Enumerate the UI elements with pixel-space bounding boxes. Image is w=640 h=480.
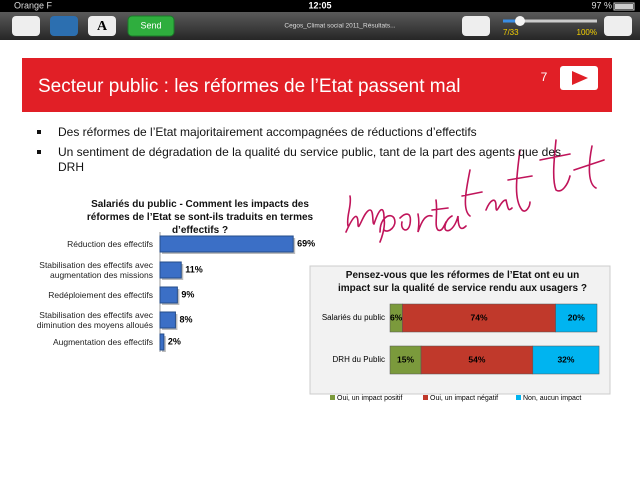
slider-knob[interactable] bbox=[515, 16, 525, 26]
bar bbox=[159, 333, 165, 351]
value-label: 6% bbox=[390, 312, 403, 322]
value-label: 8% bbox=[179, 314, 192, 324]
legend-swatch bbox=[516, 395, 521, 400]
category-label: Salariés du public bbox=[322, 313, 385, 322]
file-name: Cegos_Climat social 2011_Résultats... bbox=[284, 23, 395, 30]
legend-label: Non, aucun impact bbox=[523, 395, 581, 402]
play-icon bbox=[572, 71, 588, 85]
category-label: DRH du Public bbox=[333, 355, 385, 364]
chart-title: Pensez-vous que les réformes de l’Etat o… bbox=[338, 270, 587, 294]
pen-button[interactable] bbox=[50, 16, 78, 36]
battery-level bbox=[615, 4, 633, 9]
bullet-text: Un sentiment de dégradation de la qualit… bbox=[58, 145, 561, 174]
legend-label: Oui, un impact négatif bbox=[430, 395, 498, 402]
category-label: Augmentation des effectifs bbox=[52, 337, 153, 347]
pages-button[interactable] bbox=[12, 16, 40, 36]
title-bar bbox=[22, 58, 612, 112]
legend-swatch bbox=[423, 395, 428, 400]
zoom-indicator: 100% bbox=[577, 28, 597, 37]
bullet-text: Des réformes de l’Etat majoritairement a… bbox=[58, 125, 477, 139]
handwritten-note bbox=[345, 139, 605, 243]
send-label: Send bbox=[140, 20, 161, 30]
bar bbox=[159, 286, 178, 304]
battery-icon bbox=[613, 2, 635, 11]
value-label: 20% bbox=[568, 312, 585, 322]
value-label: 54% bbox=[468, 354, 485, 364]
slide-title: Secteur public : les réformes de l’Etat … bbox=[38, 76, 460, 97]
clock: 12:05 bbox=[308, 0, 331, 10]
legend-label: Oui, un impact positif bbox=[337, 395, 402, 402]
bullet-dot bbox=[37, 130, 41, 134]
text-button[interactable] bbox=[88, 16, 116, 36]
value-label: 9% bbox=[181, 289, 194, 299]
chart-title: Salariés du public - Comment les impacts… bbox=[86, 199, 314, 236]
bar-segment bbox=[555, 303, 598, 333]
battery-text: 97 % bbox=[591, 0, 612, 10]
bullet-dot bbox=[37, 150, 41, 154]
value-label: 74% bbox=[471, 312, 488, 322]
send-button[interactable] bbox=[127, 15, 175, 37]
bar-segment bbox=[532, 345, 600, 375]
value-label: 2% bbox=[168, 336, 181, 346]
bar bbox=[159, 261, 182, 279]
value-label: 32% bbox=[557, 354, 574, 364]
category-label: Réduction des effectifs bbox=[67, 239, 153, 249]
text-icon: A bbox=[97, 19, 108, 34]
category-label: Redéploiement des effectifs bbox=[48, 290, 153, 300]
page-indicator: 7/33 bbox=[503, 28, 519, 37]
bar bbox=[159, 311, 176, 329]
category-label: Stabilisation des effectifs avec diminut… bbox=[36, 310, 153, 330]
category-label: Stabilisation des effectifs avec augment… bbox=[39, 260, 153, 280]
exit-button[interactable] bbox=[462, 16, 490, 36]
legend-swatch bbox=[330, 395, 335, 400]
carrier: Orange F bbox=[14, 0, 53, 10]
status-bar bbox=[0, 0, 640, 12]
value-label: 69% bbox=[297, 238, 315, 248]
bar-segment bbox=[420, 345, 534, 375]
menu-button[interactable] bbox=[604, 16, 632, 36]
slide-number: 7 bbox=[541, 70, 548, 84]
bar-segment bbox=[389, 345, 422, 375]
value-label: 11% bbox=[185, 264, 203, 274]
bar bbox=[159, 235, 294, 253]
value-label: 15% bbox=[397, 354, 414, 364]
